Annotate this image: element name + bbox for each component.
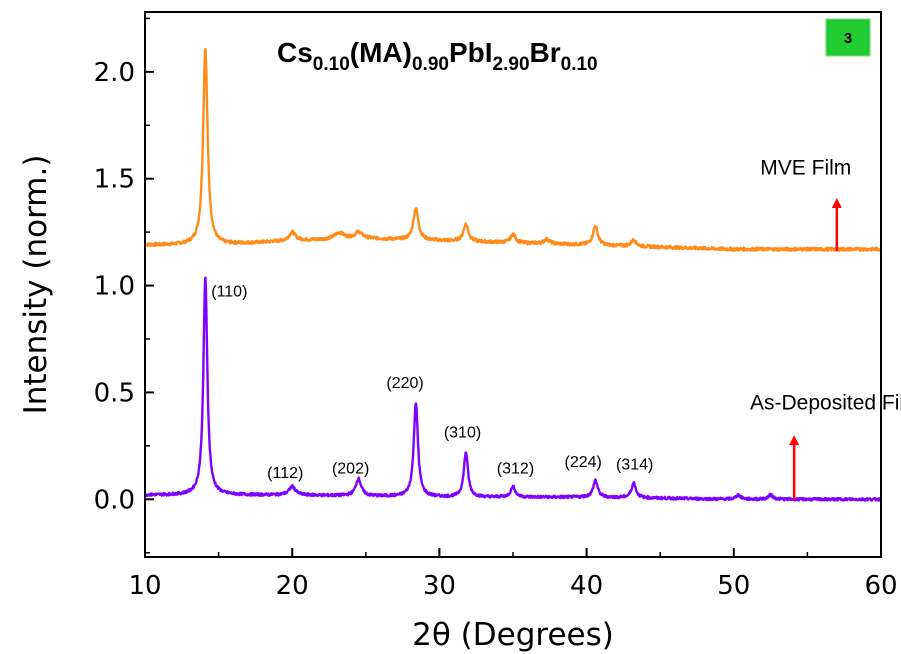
title-part-1: 0.10 [313, 54, 350, 75]
title-part-6: Br [530, 37, 561, 68]
series-label-1: As-Deposited Film [750, 392, 901, 415]
y-tick-label-3: 1.5 [94, 165, 135, 195]
series-label-0: MVE Film [760, 156, 851, 179]
x-tick-label-4: 50 [717, 571, 750, 601]
peak-label-1: (112) [267, 465, 303, 482]
title-part-5: 2.90 [493, 54, 530, 75]
peak-label-0: (110) [211, 283, 247, 300]
annotation-layer: MVE Film As-Deposited Film (110) (112) (202)… [211, 156, 901, 500]
peak-label-5: (312) [497, 461, 534, 478]
title-part-3: 0.90 [412, 54, 449, 75]
x-tick-label-1: 20 [276, 571, 309, 601]
y-tick-label-2: 1.0 [94, 272, 135, 302]
y-tick-label-4: 2.0 [94, 58, 135, 88]
peak-label-4: (310) [444, 424, 481, 441]
panel-badge-box [825, 18, 871, 57]
panel-badge: 3 [825, 18, 871, 57]
title-part-7: 0.10 [561, 54, 598, 75]
y-axis-title: Intensity (norm.) [18, 155, 54, 415]
x-axis-title: 2θ (Degrees) [412, 617, 614, 653]
title-part-2: (MA) [350, 37, 412, 68]
ticks-layer: 10 20 30 40 50 60 0.0 0.5 1.0 1.5 2.0 [94, 17, 898, 601]
series-line-1 [143, 276, 882, 502]
panel-badge-number: 3 [844, 30, 852, 47]
peak-label-2: (202) [332, 461, 369, 478]
x-tick-label-3: 40 [570, 571, 603, 601]
peak-label-7: (314) [616, 456, 653, 473]
y-tick-label-0: 0.0 [94, 485, 135, 515]
series-arrow-head-1 [789, 435, 800, 446]
chart-title: Cs0.10(MA)0.90PbI2.90Br0.10 [277, 37, 598, 75]
peak-label-6: (224) [565, 454, 602, 471]
x-tick-label-5: 60 [864, 571, 897, 601]
series-layer [143, 47, 882, 502]
peak-label-3: (220) [386, 375, 423, 392]
series-arrow-head-0 [831, 197, 842, 208]
series-line-0 [144, 47, 882, 252]
x-tick-label-2: 30 [423, 571, 456, 601]
x-tick-label-0: 10 [128, 571, 161, 601]
title-part-0: Cs [277, 37, 313, 68]
y-tick-label-1: 0.5 [94, 378, 135, 408]
title-part-4: PbI [449, 37, 493, 68]
